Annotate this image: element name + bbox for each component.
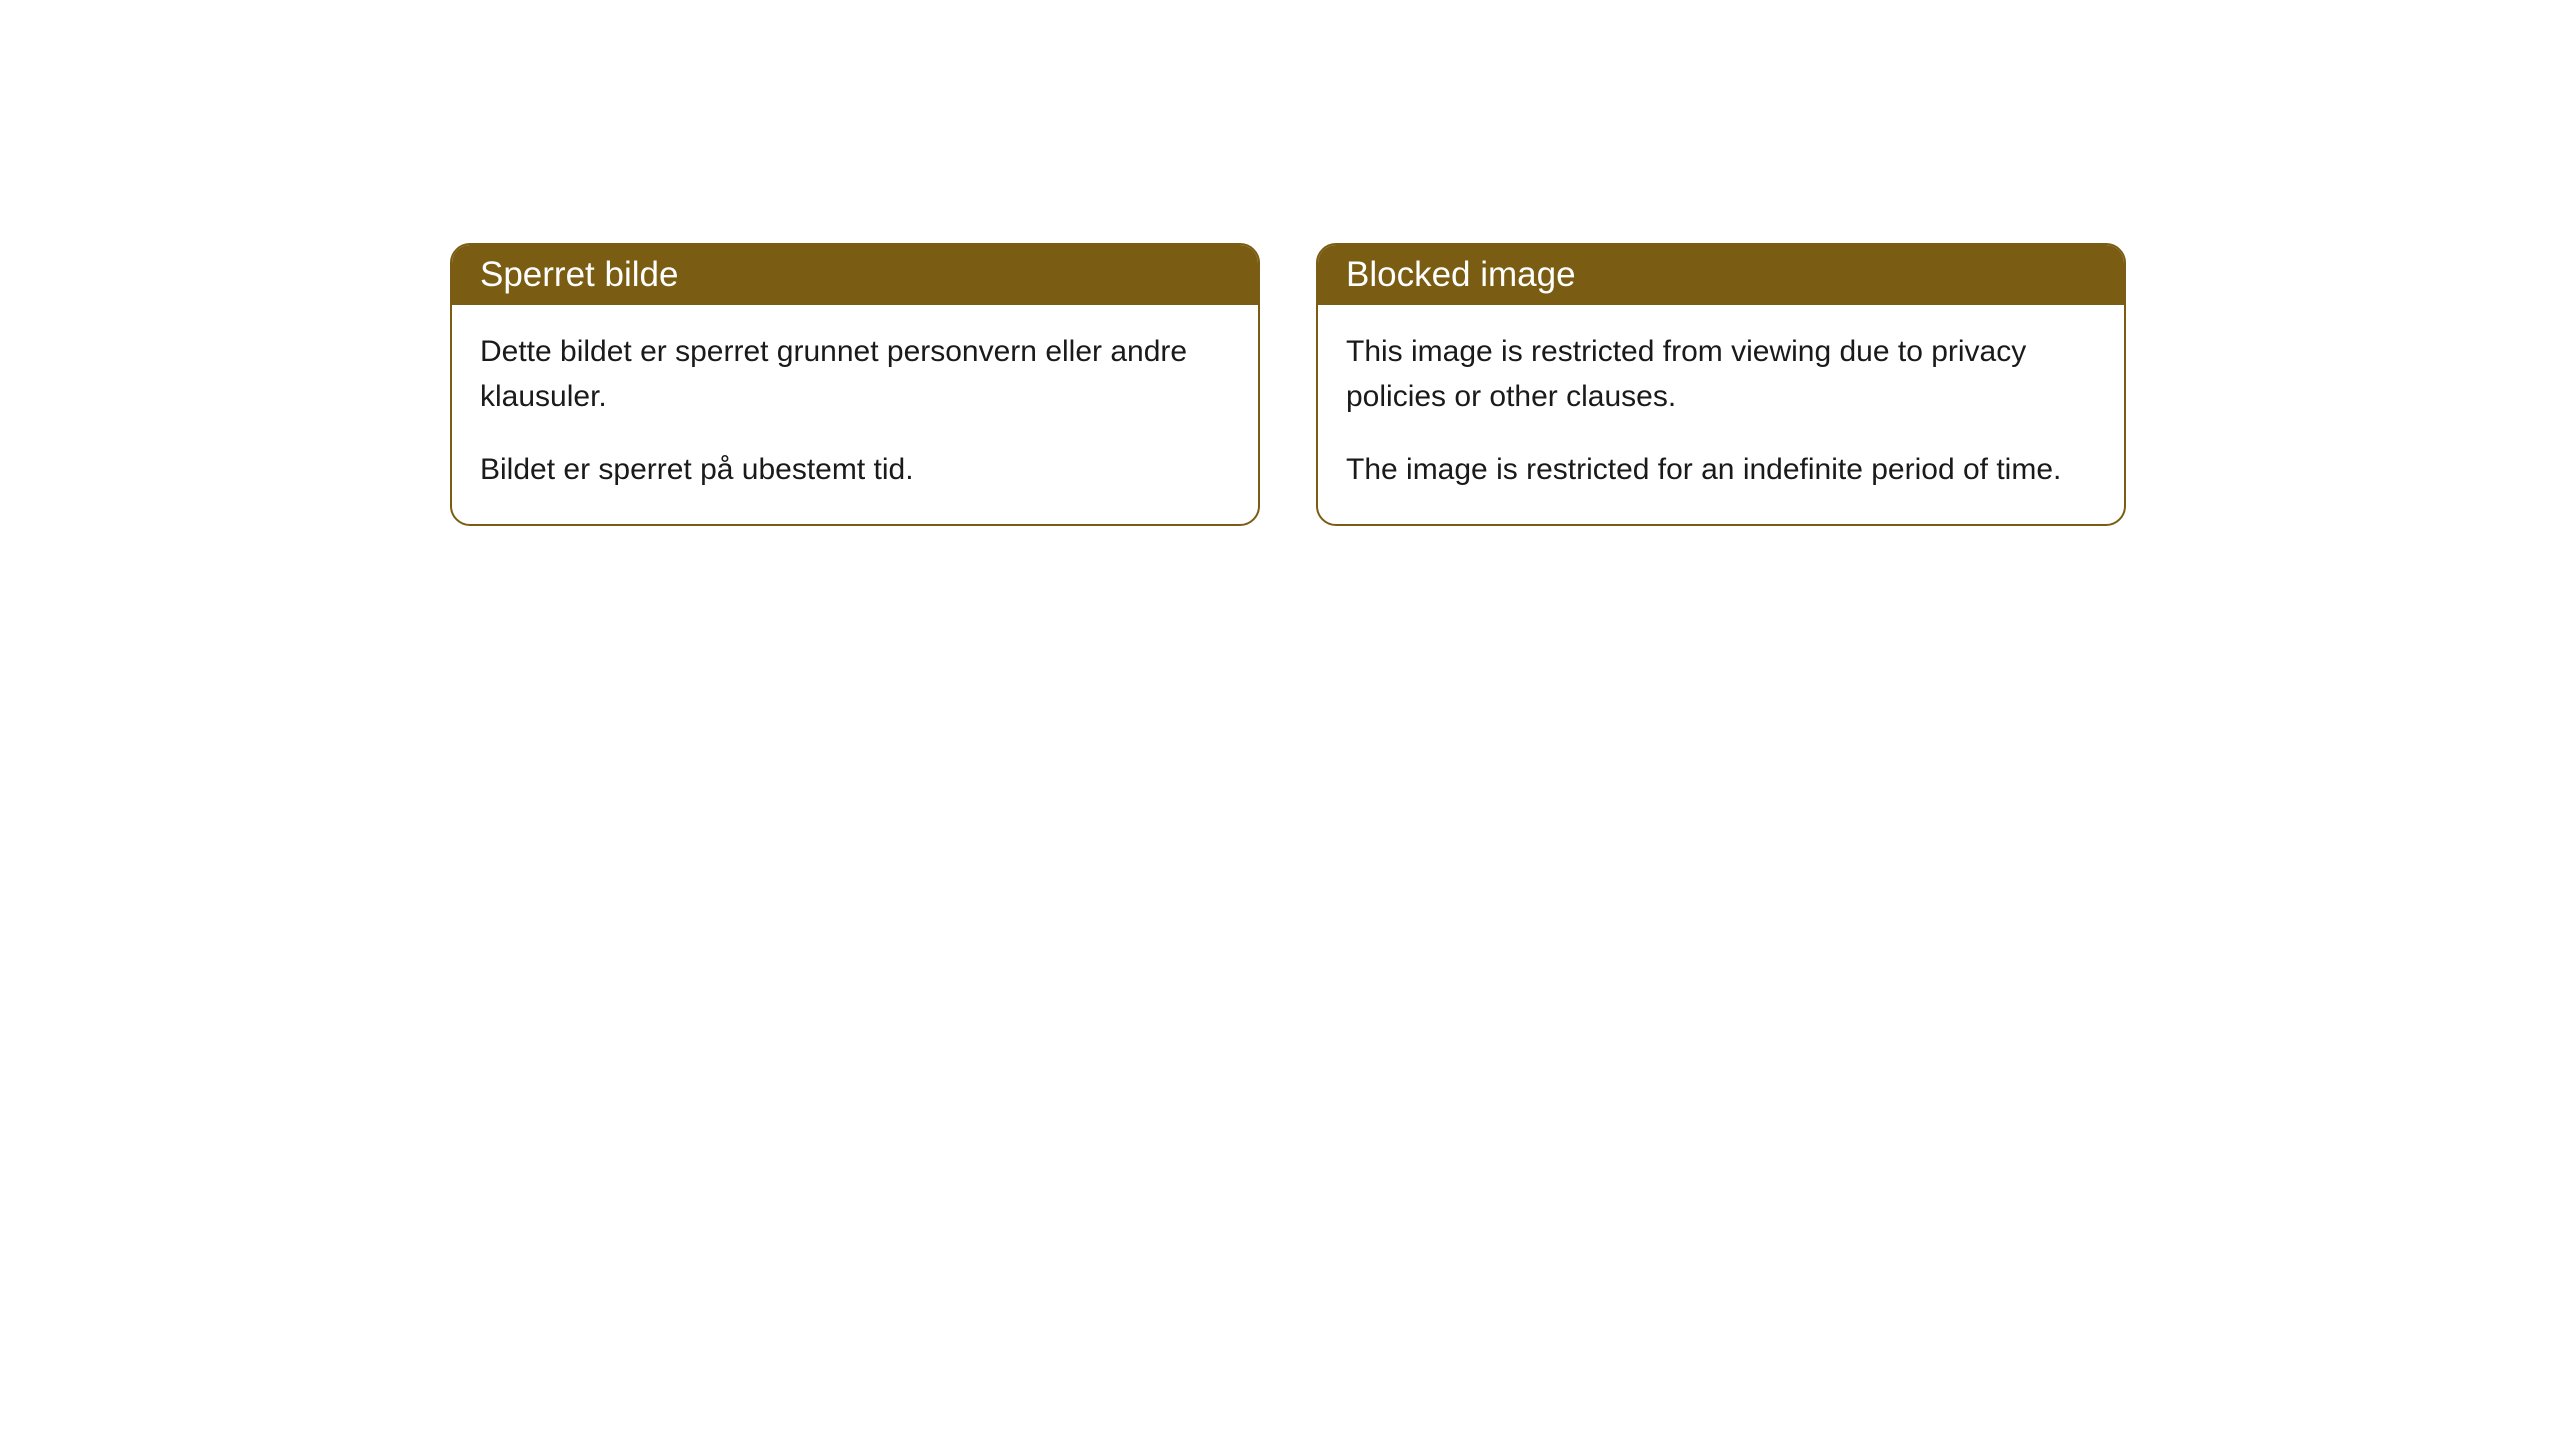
card-header-english: Blocked image	[1318, 245, 2124, 305]
notice-card-english: Blocked image This image is restricted f…	[1316, 243, 2126, 526]
card-body-english: This image is restricted from viewing du…	[1318, 305, 2124, 524]
card-paragraph-english-2: The image is restricted for an indefinit…	[1346, 447, 2096, 492]
card-title-english: Blocked image	[1346, 255, 1576, 294]
notice-card-norwegian: Sperret bilde Dette bildet er sperret gr…	[450, 243, 1260, 526]
card-body-norwegian: Dette bildet er sperret grunnet personve…	[452, 305, 1258, 524]
card-header-norwegian: Sperret bilde	[452, 245, 1258, 305]
notice-cards-container: Sperret bilde Dette bildet er sperret gr…	[450, 243, 2126, 526]
card-paragraph-english-1: This image is restricted from viewing du…	[1346, 329, 2096, 419]
card-paragraph-norwegian-2: Bildet er sperret på ubestemt tid.	[480, 447, 1230, 492]
card-paragraph-norwegian-1: Dette bildet er sperret grunnet personve…	[480, 329, 1230, 419]
card-title-norwegian: Sperret bilde	[480, 255, 678, 294]
